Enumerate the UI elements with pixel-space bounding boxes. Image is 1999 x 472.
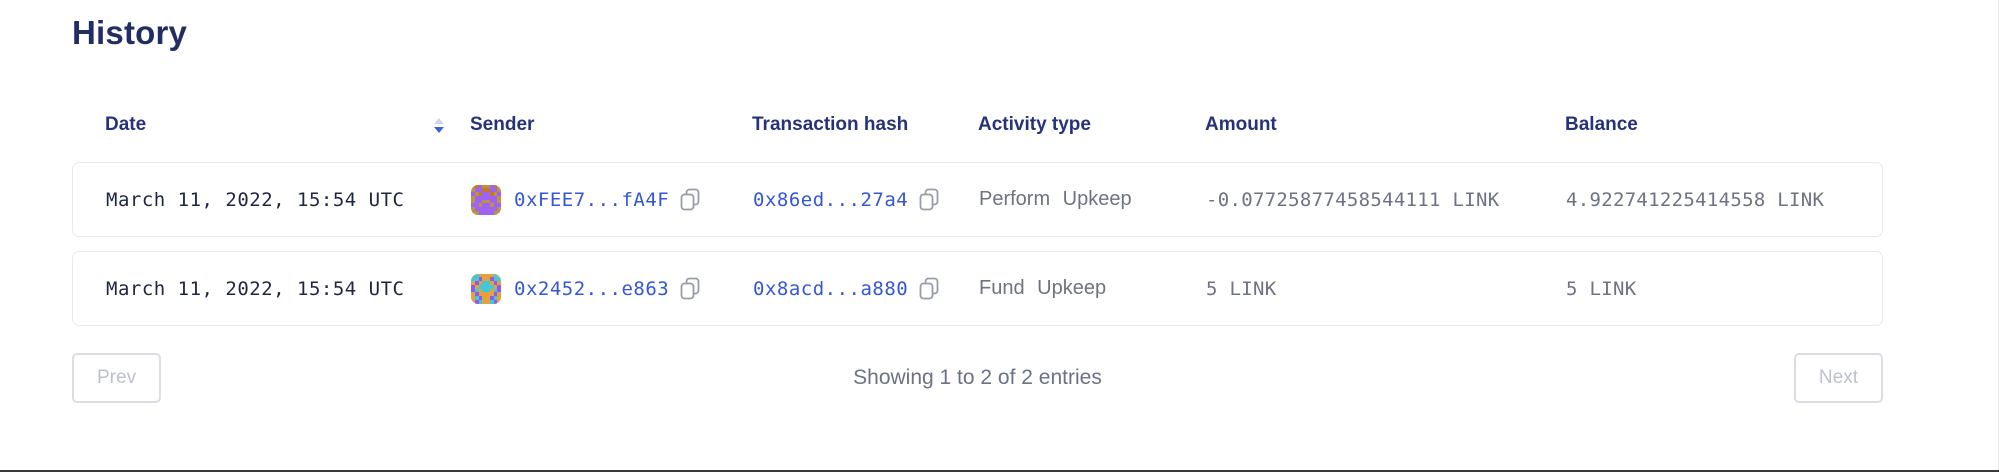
sort-up-triangle	[434, 117, 444, 124]
date-cell: March 11, 2022, 15:54 UTC	[106, 188, 405, 211]
table-header-row: Date Sender Transaction hash Activity ty…	[72, 114, 1883, 136]
sender-avatar	[471, 273, 501, 304]
column-header-date-label: Date	[105, 114, 147, 135]
transaction-hash-cell: 0x8acd...a880	[753, 277, 979, 300]
page-title: History	[72, 14, 188, 51]
copy-icon[interactable]	[680, 277, 700, 300]
sender-cell: 0xFEE7...fA4F	[471, 184, 753, 215]
copy-icon[interactable]	[680, 188, 700, 211]
column-header-date[interactable]: Date	[105, 114, 470, 136]
activity-type-cell: Perform Upkeep	[979, 188, 1132, 210]
sender-address-link[interactable]: 0xFEE7...fA4F	[514, 188, 670, 211]
sender-avatar	[471, 184, 501, 215]
transaction-hash-link[interactable]: 0x86ed...27a4	[753, 188, 909, 211]
copy-icon[interactable]	[919, 277, 939, 300]
table-row: March 11, 2022, 15:54 UTC 0xFEE7...fA4F …	[72, 162, 1883, 237]
sender-address-link[interactable]: 0x2452...e863	[514, 277, 670, 300]
column-header-activity-type: Activity type	[978, 114, 1091, 135]
pagination-status: Showing 1 to 2 of 2 entries	[853, 366, 1102, 389]
pagination-bar: Prev Showing 1 to 2 of 2 entries Next	[72, 353, 1883, 403]
column-header-amount: Amount	[1205, 114, 1277, 135]
date-cell: March 11, 2022, 15:54 UTC	[106, 277, 405, 300]
prev-button[interactable]: Prev	[72, 353, 162, 403]
transaction-hash-cell: 0x86ed...27a4	[753, 188, 979, 211]
transaction-hash-link[interactable]: 0x8acd...a880	[753, 277, 909, 300]
balance-cell: 5 LINK	[1566, 277, 1637, 300]
amount-cell: -0.07725877458544111 LINK	[1206, 188, 1500, 211]
sort-desc-icon[interactable]	[434, 117, 444, 133]
balance-cell: 4.922741225414558 LINK	[1566, 188, 1825, 211]
column-header-sender: Sender	[470, 114, 535, 135]
activity-type-cell: Fund Upkeep	[979, 277, 1107, 299]
amount-cell: 5 LINK	[1206, 277, 1277, 300]
next-button[interactable]: Next	[1793, 353, 1883, 403]
sort-down-triangle	[434, 126, 444, 133]
bottom-divider	[0, 470, 1999, 472]
column-header-transaction-hash: Transaction hash	[752, 114, 909, 135]
column-header-balance: Balance	[1565, 114, 1638, 135]
table-row: March 11, 2022, 15:54 UTC 0x2452...e863 …	[72, 251, 1883, 326]
sender-cell: 0x2452...e863	[471, 273, 753, 304]
copy-icon[interactable]	[919, 188, 939, 211]
